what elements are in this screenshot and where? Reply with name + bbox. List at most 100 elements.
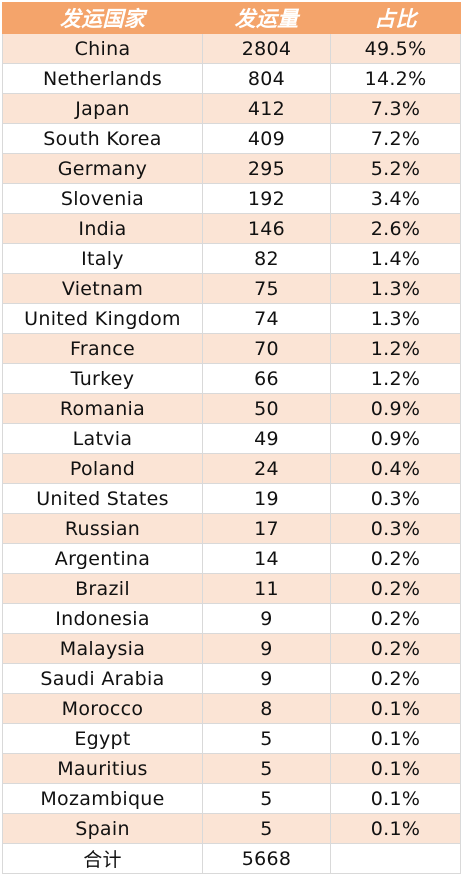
country-cell: Indonesia [2,603,203,634]
country-cell: Mozambique [2,783,203,814]
table-row: Russian 17 0.3% [2,513,461,544]
table-row: Egypt 5 0.1% [2,723,461,754]
volume-cell: 11 [202,573,331,604]
volume-cell: 9 [202,663,331,694]
share-cell: 5.2% [330,153,461,184]
volume-cell: 75 [202,273,331,304]
country-cell: Morocco [2,693,203,724]
country-cell: Slovenia [2,183,203,214]
volume-cell: 409 [202,123,331,154]
country-cell: Malaysia [2,633,203,664]
share-cell: 1.3% [330,303,461,334]
volume-cell: 66 [202,363,331,394]
country-cell: South Korea [2,123,203,154]
share-cell: 0.3% [330,513,461,544]
volume-cell: 5 [202,753,331,784]
share-cell: 7.3% [330,93,461,124]
country-cell: Spain [2,813,203,844]
country-cell: Russian [2,513,203,544]
volume-cell: 8 [202,693,331,724]
table-row: Vietnam 75 1.3% [2,273,461,304]
share-cell: 3.4% [330,183,461,214]
country-cell: Argentina [2,543,203,574]
share-cell: 2.6% [330,213,461,244]
table-row: Indonesia 9 0.2% [2,603,461,634]
table-header: 发运国家 发运量 占比 [2,2,461,34]
share-cell: 0.2% [330,543,461,574]
volume-cell: 70 [202,333,331,364]
country-cell: Vietnam [2,273,203,304]
table-row: Poland 24 0.4% [2,453,461,484]
country-cell: Italy [2,243,203,274]
table-row: Morocco 8 0.1% [2,693,461,724]
share-cell: 1.3% [330,273,461,304]
volume-cell: 74 [202,303,331,334]
volume-cell: 2804 [202,33,331,64]
table-row: China 2804 49.5% [2,33,461,64]
volume-cell: 14 [202,543,331,574]
share-cell: 1.4% [330,243,461,274]
share-cell: 0.1% [330,693,461,724]
share-cell: 0.9% [330,423,461,454]
country-cell: Turkey [2,363,203,394]
country-cell: China [2,33,203,64]
share-cell: 0.9% [330,393,461,424]
header-row: 发运国家 发运量 占比 [2,2,461,34]
volume-cell: 804 [202,63,331,94]
volume-cell: 412 [202,93,331,124]
share-cell: 7.2% [330,123,461,154]
country-cell: Germany [2,153,203,184]
share-cell: 0.1% [330,723,461,754]
volume-cell: 5 [202,813,331,844]
country-cell: Poland [2,453,203,484]
country-cell: Japan [2,93,203,124]
country-cell: United States [2,483,203,514]
volume-cell: 24 [202,453,331,484]
share-cell: 0.4% [330,453,461,484]
table-row: Romania 50 0.9% [2,393,461,424]
table-row: Mauritius 5 0.1% [2,753,461,784]
total-row: 合计 5668 [2,843,461,874]
table-row: Italy 82 1.4% [2,243,461,274]
table-row: Malaysia 9 0.2% [2,633,461,664]
table-row: India 146 2.6% [2,213,461,244]
volume-cell: 9 [202,603,331,634]
country-cell: France [2,333,203,364]
table-body: China 2804 49.5% Netherlands 804 14.2% Japan 41… [2,33,461,874]
table-row: United States 19 0.3% [2,483,461,514]
volume-cell: 5 [202,723,331,754]
volume-cell: 146 [202,213,331,244]
table-row: Spain 5 0.1% [2,813,461,844]
volume-cell: 295 [202,153,331,184]
volume-cell: 50 [202,393,331,424]
table-row: Netherlands 804 14.2% [2,63,461,94]
share-cell: 49.5% [330,33,461,64]
header-country: 发运国家 [2,2,203,34]
volume-cell: 49 [202,423,331,454]
country-cell: Netherlands [2,63,203,94]
country-cell: United Kingdom [2,303,203,334]
share-cell: 0.1% [330,753,461,784]
country-cell: Brazil [2,573,203,604]
share-cell: 0.2% [330,573,461,604]
share-cell: 0.2% [330,663,461,694]
table-row: Slovenia 192 3.4% [2,183,461,214]
volume-cell: 5 [202,783,331,814]
total-label-cell: 合计 [2,843,203,874]
country-cell: Latvia [2,423,203,454]
header-volume: 发运量 [202,2,331,34]
country-cell: India [2,213,203,244]
share-cell: 0.1% [330,783,461,814]
table-row: United Kingdom 74 1.3% [2,303,461,334]
table-row: Latvia 49 0.9% [2,423,461,454]
table-row: Japan 412 7.3% [2,93,461,124]
share-cell: 0.3% [330,483,461,514]
volume-cell: 192 [202,183,331,214]
volume-cell: 9 [202,633,331,664]
table-row: South Korea 409 7.2% [2,123,461,154]
table-row: Turkey 66 1.2% [2,363,461,394]
volume-cell: 17 [202,513,331,544]
country-cell: Saudi Arabia [2,663,203,694]
